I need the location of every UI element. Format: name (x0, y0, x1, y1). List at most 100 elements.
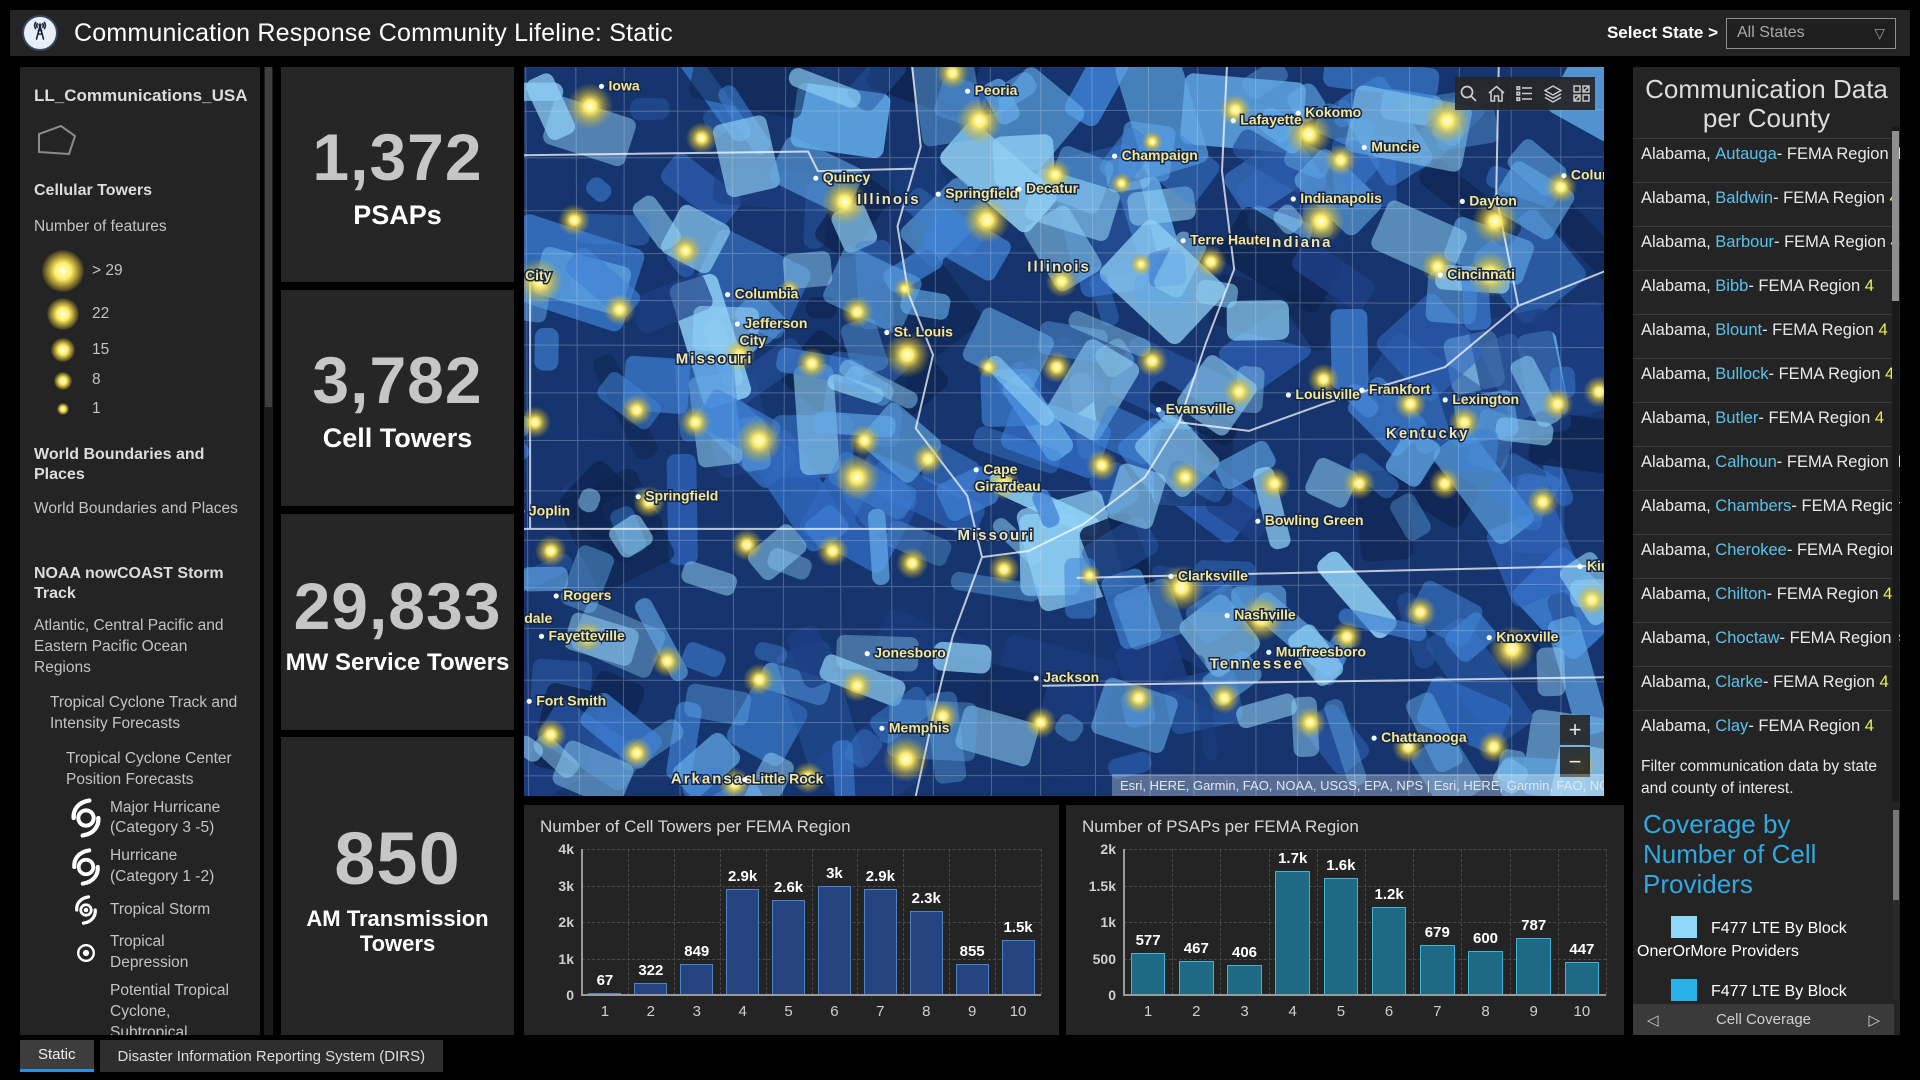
cell-tower-cluster[interactable] (778, 279, 801, 301)
cell-tower-cluster[interactable] (821, 178, 868, 225)
cell-tower-cluster[interactable] (883, 736, 929, 783)
cell-tower-cluster[interactable] (1467, 251, 1514, 298)
layers-icon[interactable] (1543, 84, 1563, 104)
bar-region-10[interactable] (1001, 940, 1035, 995)
cell-tower-cluster[interactable] (1078, 564, 1101, 587)
cell-tower-cluster[interactable] (1110, 172, 1133, 195)
bar-region-4[interactable] (726, 889, 760, 995)
cell-tower-cluster[interactable] (620, 394, 653, 427)
tab-static[interactable]: Static (20, 1040, 94, 1072)
cell-tower-cluster[interactable] (936, 67, 969, 90)
cell-tower-cluster[interactable] (1130, 253, 1153, 276)
county-row[interactable]: Alabama, Chambers - FEMA Region 4 (1633, 490, 1900, 534)
cell-tower-cluster[interactable] (926, 700, 959, 733)
cell-tower-cluster[interactable] (1086, 449, 1118, 482)
county-row[interactable]: Alabama, Bibb - FEMA Region 4 (1633, 270, 1900, 314)
home-icon[interactable] (1487, 84, 1506, 103)
bar-region-9[interactable] (955, 963, 989, 995)
cell-tower-cluster[interactable] (841, 669, 874, 702)
county-row[interactable]: Alabama, Blount - FEMA Region 4 (1633, 314, 1900, 358)
search-icon[interactable] (1459, 84, 1478, 103)
cell-tower-cluster[interactable] (1394, 387, 1427, 420)
cell-tower-cluster[interactable] (988, 553, 1020, 586)
cell-tower-cluster[interactable] (816, 535, 849, 567)
cell-tower-cluster[interactable] (1219, 93, 1252, 126)
cell-tower-cluster[interactable] (1298, 198, 1345, 245)
legend-list-icon[interactable] (1515, 84, 1534, 103)
cell-tower-cluster[interactable] (1421, 250, 1454, 283)
cell-tower-cluster[interactable] (1448, 406, 1481, 439)
cell-tower-cluster[interactable] (651, 645, 684, 678)
bar-region-3[interactable] (680, 964, 714, 995)
bar-region-4[interactable] (1275, 870, 1311, 995)
bar-region-6[interactable] (817, 885, 851, 995)
county-row[interactable]: Alabama, Cherokee - FEMA Region 4 (1633, 534, 1900, 578)
cell-tower-cluster[interactable] (723, 338, 756, 371)
tab-dirs[interactable]: Disaster Information Reporting System (D… (99, 1040, 444, 1072)
bar-region-7[interactable] (1419, 945, 1455, 995)
arrow-left-icon[interactable]: ◁ (1647, 1011, 1659, 1029)
county-row[interactable]: Alabama, Butler - FEMA Region 4 (1633, 402, 1900, 446)
bar-region-5[interactable] (1323, 878, 1359, 995)
cell-tower-cluster[interactable] (1136, 345, 1169, 378)
bar-region-7[interactable] (863, 889, 897, 995)
zoom-in-button[interactable]: + (1560, 715, 1590, 745)
county-row[interactable]: Alabama, Barbour - FEMA Region 4 (1633, 226, 1900, 270)
cell-tower-cluster[interactable] (620, 737, 653, 770)
cell-tower-cluster[interactable] (1472, 198, 1518, 245)
coverage-scrollbar[interactable] (1893, 810, 1899, 1000)
county-row[interactable]: Alabama, Bullock - FEMA Region 4 (1633, 358, 1900, 402)
county-row[interactable]: Alabama, Clay - FEMA Region 4 (1633, 710, 1900, 754)
cell-tower-cluster[interactable] (1169, 461, 1202, 494)
cell-tower-cluster[interactable] (718, 767, 751, 796)
zoom-out-button[interactable]: − (1560, 747, 1590, 777)
cell-tower-cluster[interactable] (524, 406, 551, 439)
cell-tower-cluster[interactable] (1477, 731, 1510, 763)
cell-tower-cluster[interactable] (1141, 130, 1164, 153)
cell-tower-cluster[interactable] (685, 122, 718, 155)
sidebar-scrollbar[interactable] (264, 67, 273, 1035)
county-row[interactable]: Alabama, Calhoun - FEMA Region 4 (1633, 446, 1900, 490)
cell-tower-cluster[interactable] (896, 547, 929, 580)
arrow-right-icon[interactable]: ▷ (1868, 1011, 1880, 1029)
cell-tower-cluster[interactable] (1526, 485, 1559, 518)
cell-tower-cluster[interactable] (1294, 706, 1327, 739)
cell-tower-cluster[interactable] (1392, 731, 1425, 763)
county-row[interactable]: Alabama, Chilton - FEMA Region 4 (1633, 578, 1900, 622)
cell-tower-cluster[interactable] (1324, 144, 1357, 177)
bar-region-8[interactable] (1468, 951, 1503, 995)
cell-tower-cluster[interactable] (743, 663, 776, 696)
cell-tower-cluster[interactable] (893, 277, 916, 300)
cell-tower-cluster[interactable] (679, 406, 712, 439)
county-row[interactable]: Alabama, Choctaw - FEMA Region 4 (1633, 622, 1900, 666)
cell-tower-cluster[interactable] (1285, 111, 1332, 158)
county-row[interactable]: Alabama, Clarke - FEMA Region 4 (1633, 666, 1900, 710)
county-row[interactable]: Alabama, Autauga - FEMA Region 4 (1633, 138, 1900, 182)
cell-tower-cluster[interactable] (571, 620, 604, 653)
cell-tower-cluster[interactable] (884, 331, 931, 378)
cell-tower-cluster[interactable] (841, 296, 874, 328)
county-list-scrollbar[interactable] (1892, 127, 1899, 805)
cell-tower-cluster[interactable] (730, 528, 763, 561)
basemap-icon[interactable] (1572, 84, 1591, 103)
cell-tower-cluster[interactable] (1541, 387, 1574, 420)
cell-tower-cluster[interactable] (1223, 375, 1256, 408)
cell-tower-cluster[interactable] (567, 83, 614, 130)
cell-tower-cluster[interactable] (1343, 467, 1376, 500)
cell-tower-cluster[interactable] (736, 417, 783, 464)
cell-tower-cluster[interactable] (1428, 467, 1461, 500)
cell-tower-cluster[interactable] (848, 424, 881, 457)
cell-tower-cluster[interactable] (795, 347, 828, 380)
cell-tower-cluster[interactable] (558, 204, 591, 237)
cell-tower-cluster[interactable] (1404, 596, 1437, 629)
cell-tower-cluster[interactable] (1330, 620, 1363, 653)
bar-region-10[interactable] (1564, 962, 1600, 995)
cell-tower-cluster[interactable] (1194, 245, 1227, 278)
bar-region-6[interactable] (1371, 907, 1407, 995)
cell-tower-cluster[interactable] (963, 197, 1010, 244)
bar-region-1[interactable] (1130, 952, 1166, 995)
cell-tower-cluster[interactable] (1545, 171, 1578, 204)
county-row[interactable]: Alabama, Baldwin - FEMA Region 4 (1633, 182, 1900, 226)
cell-tower-cluster[interactable] (912, 443, 945, 476)
cell-tower-cluster[interactable] (669, 234, 702, 267)
